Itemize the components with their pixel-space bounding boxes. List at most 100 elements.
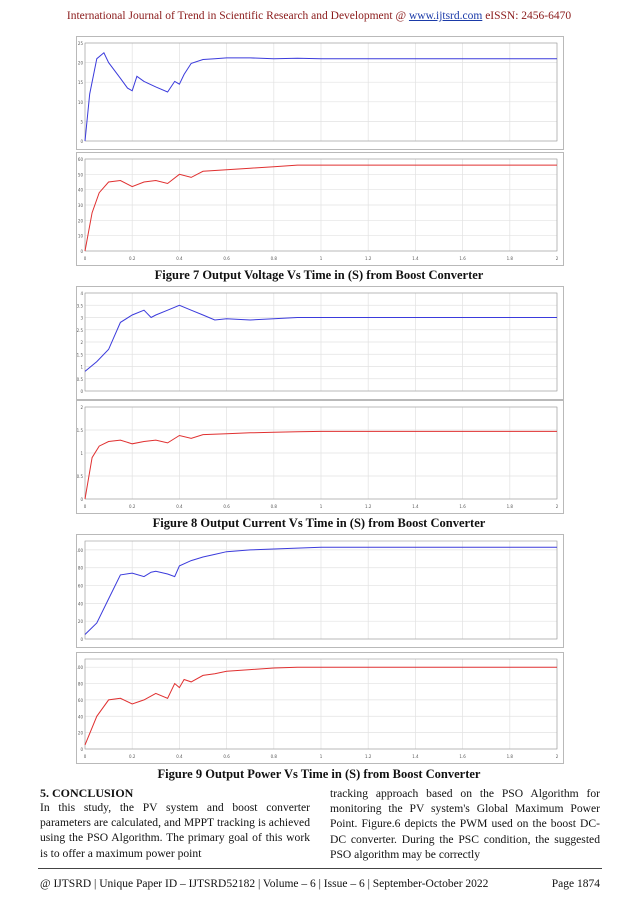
x-tick-label: 0.6 [223,504,230,509]
y-tick-label: 60 [78,698,84,703]
current-blue-chart: 0 0.5 1 1.5 2 2.5 3 3.5 4 [77,291,558,394]
x-tick-label: 0.8 [271,504,278,509]
plot-frame [84,658,558,750]
x-tick-label: 2 [556,754,559,759]
y-tick-label: 3.5 [77,303,83,308]
x-tick-label: 0.8 [271,754,278,759]
y-tick-label: 20 [78,731,84,736]
x-tick-label: 1.6 [459,256,466,261]
current-plot-bottom: 0 0.5 1 1.5 2 0 0.2 0.4 0.6 0.8 1 1.2 1.4 1.6 1.8 2 [76,400,564,514]
x-tick-label: 0.4 [176,256,183,261]
y-tick-label: 0 [80,497,83,502]
series-line [84,304,557,372]
y-tick-label: 20 [78,218,84,223]
voltage-plot-top: 0 5 10 15 20 25 [76,36,564,150]
footer-divider [38,868,602,869]
x-tick-label: 1 [320,256,323,261]
x-tick-label: 1.8 [507,504,514,509]
page-number: Page 1874 [551,878,600,890]
y-tick-label: 20 [78,619,84,624]
y-tick-label: 0.5 [77,377,83,382]
y-tick-label: 0 [80,747,83,752]
y-tick-label: 1.5 [77,352,83,357]
current-plot-top: 0 0.5 1 1.5 2 2.5 3 3.5 4 [76,286,564,400]
y-tick-label: 10 [78,234,84,239]
y-tick-label: 2 [80,405,83,410]
y-tick-label: 1 [80,451,83,456]
x-tick-label: 2 [556,256,559,261]
y-tick-label: 1.5 [77,428,83,433]
y-tick-label: 1 [80,365,83,370]
voltage-blue-chart: 0 5 10 15 20 25 [78,41,558,144]
page-footer: @ IJTSRD | Unique Paper ID – IJTSRD52182… [40,878,600,890]
x-tick-label: 1.2 [365,504,372,509]
voltage-plot-bottom: 0 10 20 30 40 50 60 0 0.2 0.4 0.6 0.8 1 1.2 1.4 1.6 1.8 2 [76,152,564,266]
power-plot-bottom: 0 20 40 60 80 100 0 0.2 0.4 0.6 0.8 1 1.2 1.4 1.6 1.8 2 [76,652,564,764]
y-tick-label: 5 [80,119,83,124]
header-issn: eISSN: 2456-6470 [482,10,572,22]
footer-info: @ IJTSRD | Unique Paper ID – IJTSRD52182… [40,878,489,890]
y-tick-label: 100 [77,665,83,670]
x-tick-label: 0 [84,256,87,261]
x-tick-label: 1.8 [507,754,514,759]
x-tick-label: 1.8 [507,256,514,261]
series-line [84,666,557,746]
y-tick-label: 15 [78,80,84,85]
x-tick-label: 1.2 [365,256,372,261]
series-line [84,164,557,252]
x-tick-label: 0.4 [176,754,183,759]
plot-frame [84,158,558,252]
y-tick-label: 30 [78,203,84,208]
y-tick-label: 40 [78,714,84,719]
x-tick-label: 1.4 [412,754,419,759]
power-red-chart: 0 20 40 60 80 100 0 0.2 0.4 0.6 0.8 1 1.2 1.4 1.6 1.8 2 [77,658,559,759]
series-line [84,546,557,635]
plot-frame [84,292,558,392]
y-tick-label: 40 [78,188,84,193]
x-tick-label: 1 [320,504,323,509]
x-tick-label: 0.2 [129,754,136,759]
x-tick-label: 1 [320,754,323,759]
journal-link[interactable]: www.ijtsrd.com [408,10,483,22]
y-tick-label: 0 [80,249,83,254]
y-tick-label: 60 [78,584,84,589]
y-tick-label: 25 [78,41,84,46]
plot-frame [84,406,558,500]
figure-9-caption: Figure 9 Output Power Vs Time in (S) fro… [157,767,481,781]
figure-8-caption: Figure 8 Output Current Vs Time in (S) f… [152,516,486,530]
body-column-right: tracking approach based on the PSO Algor… [330,787,600,861]
x-tick-label: 1.2 [365,754,372,759]
y-tick-label: 0 [80,389,83,394]
figure-7-caption: Figure 7 Output Voltage Vs Time in (S) f… [154,268,484,282]
current-red-chart: 0 0.5 1 1.5 2 0 0.2 0.4 0.6 0.8 1 1.2 1.4 1.6 1.8 2 [77,405,559,509]
section-heading: 5. CONCLUSION [40,786,134,800]
x-tick-label: 1.4 [412,256,419,261]
plot-frame [84,540,558,640]
y-tick-label: 4 [80,291,83,296]
journal-header: International Journal of Trend in Scient… [0,10,638,22]
voltage-red-chart: 0 10 20 30 40 50 60 0 0.2 0.4 0.6 0.8 1 1.2 1.4 1.6 1.8 2 [78,157,559,261]
x-tick-label: 2 [556,504,559,509]
x-tick-label: 0 [84,504,87,509]
y-tick-label: 3 [80,316,83,321]
x-tick-label: 0.4 [176,504,183,509]
x-tick-label: 0.6 [223,256,230,261]
x-tick-label: 0 [84,754,87,759]
power-blue-chart: 0 20 40 60 80 100 [77,540,558,642]
x-tick-label: 1.6 [459,504,466,509]
power-plot-top: 0 20 40 60 80 100 [76,534,564,648]
y-tick-label: 80 [78,566,84,571]
y-tick-label: 20 [78,61,84,66]
x-tick-label: 0.6 [223,754,230,759]
x-tick-label: 0.8 [271,256,278,261]
y-tick-label: 50 [78,172,84,177]
plot-frame [84,42,558,142]
y-tick-label: 0.5 [77,474,83,479]
y-tick-label: 0 [80,637,83,642]
y-tick-label: 40 [78,601,84,606]
y-tick-label: 0 [80,139,83,144]
body-column-left: In this study, the PV system and boost c… [40,801,310,860]
x-tick-label: 0.2 [129,256,136,261]
x-tick-label: 1.6 [459,754,466,759]
y-tick-label: 2 [80,340,83,345]
